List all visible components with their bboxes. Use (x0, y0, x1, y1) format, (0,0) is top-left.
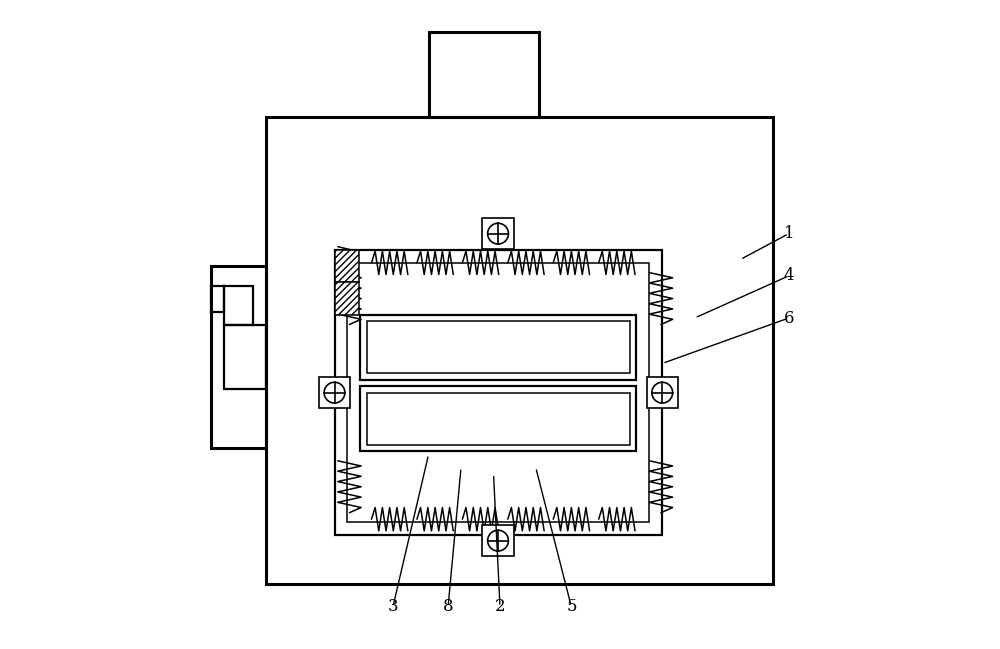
Bar (335, 250, 662, 535)
Bar (360, 386, 636, 451)
Bar (335, 282, 359, 315)
Bar (224, 286, 253, 324)
Bar (319, 377, 350, 408)
Bar (367, 393, 630, 445)
Bar (266, 117, 773, 584)
Text: 8: 8 (443, 598, 453, 615)
Text: 1: 1 (783, 225, 794, 242)
Bar (429, 32, 539, 117)
Text: 5: 5 (566, 598, 577, 615)
Bar (224, 324, 266, 389)
Bar (482, 218, 514, 249)
Bar (360, 315, 636, 380)
Bar (211, 266, 266, 448)
Bar (335, 250, 359, 282)
Text: 6: 6 (784, 310, 794, 326)
Bar (211, 286, 224, 312)
Bar (482, 525, 514, 556)
Text: 3: 3 (388, 598, 398, 615)
Bar (367, 321, 630, 373)
Text: 4: 4 (783, 267, 794, 284)
Text: 2: 2 (495, 598, 505, 615)
Bar (347, 263, 649, 522)
Bar (647, 377, 678, 408)
